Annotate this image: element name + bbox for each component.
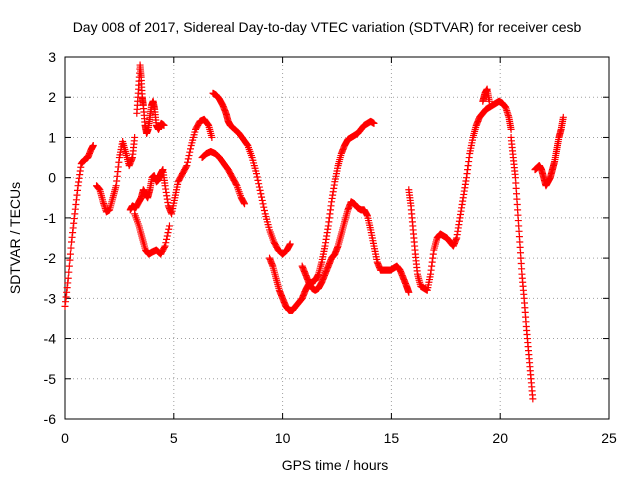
y-tick-label: -3 [44, 290, 57, 306]
data-point [286, 240, 294, 248]
data-series [507, 133, 537, 403]
data-point [186, 145, 194, 153]
data-point [243, 140, 251, 148]
x-tick-label: 10 [275, 430, 291, 446]
y-tick-label: 1 [48, 129, 56, 145]
data-point [208, 133, 216, 141]
x-tick-label: 0 [61, 430, 69, 446]
y-tick-label: 0 [48, 170, 56, 186]
data-point [252, 170, 260, 178]
data-point [529, 395, 537, 403]
y-tick-label: -2 [44, 250, 57, 266]
data-point [186, 148, 194, 156]
y-tick-label: 3 [48, 49, 56, 65]
plot-frame [64, 56, 610, 420]
data-series [209, 89, 294, 258]
data-series [131, 210, 173, 258]
data-point [89, 141, 97, 149]
data-point [160, 243, 168, 251]
data-series [405, 97, 515, 294]
data-point [259, 200, 267, 208]
data-series [479, 85, 493, 105]
data-series [133, 61, 168, 137]
data-point [255, 180, 263, 188]
y-tick-label: -1 [44, 210, 57, 226]
data-series [126, 115, 216, 218]
data-point [257, 190, 265, 198]
data-series [266, 117, 378, 314]
data-point [204, 120, 212, 128]
data-point [185, 152, 193, 160]
x-axis-label: GPS time / hours [282, 457, 389, 473]
data-point [256, 186, 264, 194]
data-point [67, 244, 75, 252]
data-point [165, 225, 173, 233]
y-tick-label: -6 [44, 411, 57, 427]
data-point [160, 121, 168, 129]
tick-layer: 0 5 10 15 20 25 -6 -5 -4 -3 -2 -1 0 1 2 3 [44, 49, 617, 446]
data-point [485, 97, 493, 105]
y-tick-label: -4 [44, 331, 57, 347]
data-point [182, 163, 190, 171]
data-series [93, 133, 139, 216]
y-tick-label: 2 [48, 89, 56, 105]
data-point [258, 193, 266, 201]
data-series [198, 148, 249, 208]
data-point [370, 119, 378, 127]
data-point [165, 222, 173, 230]
data-point [65, 268, 73, 276]
data-point [241, 200, 249, 208]
x-tick-label: 25 [601, 430, 617, 446]
x-tick-label: 5 [170, 430, 178, 446]
data-point [184, 155, 192, 163]
x-tick-label: 20 [492, 430, 508, 446]
data-point [260, 203, 268, 211]
data-point [507, 125, 515, 133]
y-axis-label: SDTVAR / TECUs [7, 182, 23, 294]
data-point [131, 133, 139, 141]
data-point [253, 173, 261, 181]
data-series [61, 141, 97, 310]
data-point [65, 262, 73, 270]
grid-layer [65, 57, 609, 419]
data-point [255, 183, 263, 191]
data-point [183, 162, 191, 170]
data-point [405, 288, 413, 296]
data-point [232, 180, 240, 188]
data-point [64, 274, 72, 282]
data-point [162, 239, 170, 247]
data-series [531, 113, 567, 190]
data-point [260, 207, 268, 215]
data-point [559, 113, 567, 121]
x-tick-label: 15 [384, 430, 400, 446]
data-point [254, 176, 262, 184]
data-series [298, 198, 413, 296]
chart-title: Day 008 of 2017, Sidereal Day-to-day VTE… [73, 19, 582, 35]
data-point [164, 229, 172, 237]
data-point [184, 158, 192, 166]
y-tick-label: -5 [44, 371, 57, 387]
data-point [66, 250, 74, 258]
data-point [258, 196, 266, 204]
data-point [66, 256, 74, 264]
data-point [161, 242, 169, 250]
data-point [163, 232, 171, 240]
data-layer [61, 61, 567, 403]
data-point [163, 235, 171, 243]
